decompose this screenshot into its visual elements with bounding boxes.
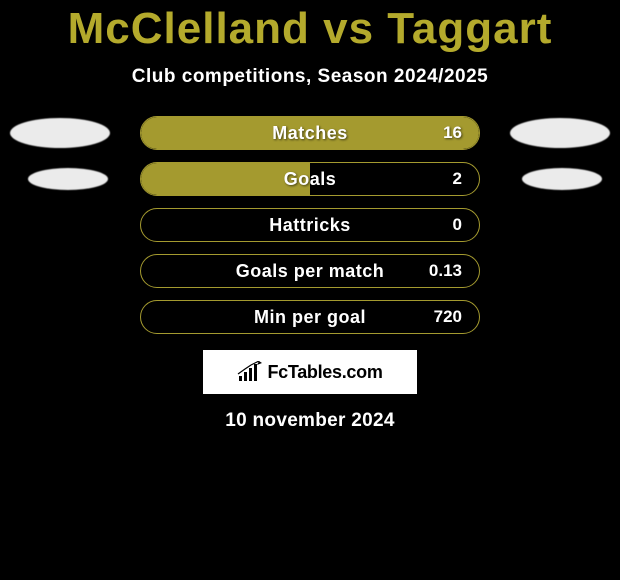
stat-row: Hattricks0 [0,208,620,242]
stat-bar-track [140,116,480,150]
decor-ellipse [28,168,108,190]
decor-ellipse [522,168,602,190]
stat-bar-fill [141,117,479,149]
decor-ellipse [10,118,110,148]
brand-text: FcTables.com [267,362,382,383]
stat-bar-track [140,162,480,196]
page-subtitle: Club competitions, Season 2024/2025 [0,66,620,88]
stat-bar-track [140,254,480,288]
date-caption: 10 november 2024 [0,410,620,432]
stat-bar-track [140,300,480,334]
stat-bar-fill [141,163,310,195]
stat-row: Goals per match0.13 [0,254,620,288]
chart-icon [237,361,263,383]
brand-badge: FcTables.com [203,350,417,394]
stat-row: Min per goal720 [0,300,620,334]
stat-bar-track [140,208,480,242]
stats-area: Matches16Goals2Hattricks0Goals per match… [0,116,620,432]
decor-ellipse [510,118,610,148]
page-title: McClelland vs Taggart [0,0,620,54]
